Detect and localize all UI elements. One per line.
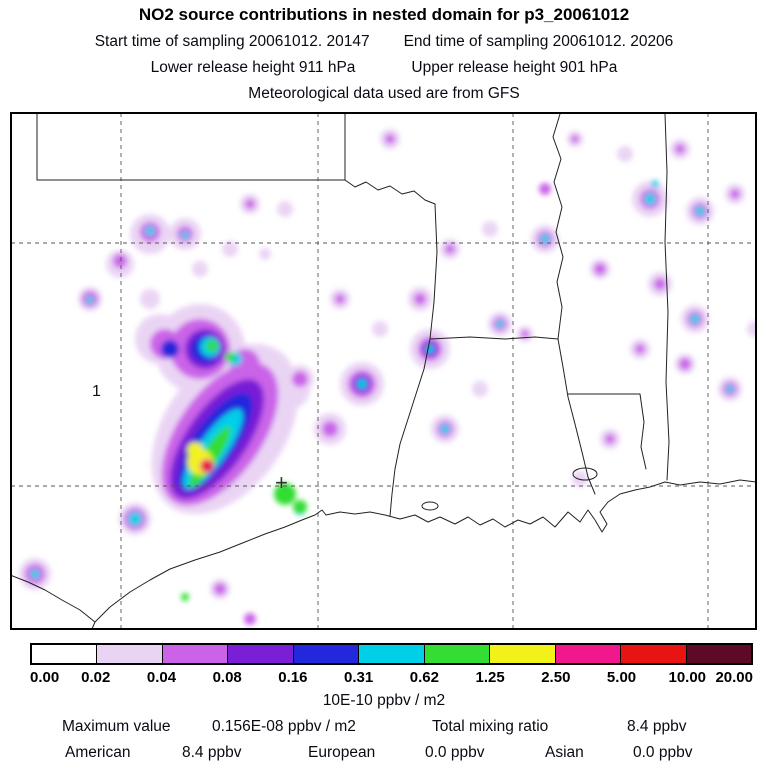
colorbar-segment [161, 645, 228, 663]
colorbar-tick-label: 0.16 [278, 669, 308, 686]
colorbar-segment [96, 645, 162, 663]
region-european-label: European [308, 744, 376, 761]
colorbar-tick-label: 0.02 [81, 669, 111, 686]
state-borders [9, 113, 757, 630]
colorbar-tick-label: 0.00 [30, 669, 60, 686]
colorbar [30, 643, 753, 665]
stats-line: Maximum value 0.156E-08 ppbv / m2 Total … [0, 718, 768, 738]
upper-release-text: Upper release height 901 hPa [411, 59, 618, 76]
colorbar-segment [489, 645, 555, 663]
release-heights-line: Lower release height 911 hPa Upper releas… [0, 59, 768, 77]
colorbar-segment [32, 645, 97, 663]
region-asian-label: Asian [545, 744, 584, 761]
colorbar-unit-label: 10E-10 ppbv / m2 [322, 692, 446, 709]
field-blobs [19, 129, 756, 625]
map-frame [10, 112, 757, 630]
colorbar-segment [685, 645, 751, 663]
maximum-value: 0.156E-08 ppbv / m2 [212, 718, 356, 735]
colorbar-tick-label: 20.00 [715, 669, 753, 686]
region-asian-value: 0.0 ppbv [633, 744, 693, 761]
colorbar-tick-label: 0.62 [409, 669, 439, 686]
page-title: NO2 source contributions in nested domai… [138, 5, 630, 24]
map-plot: 1 + [9, 112, 757, 630]
region-contributions-line: American 8.4 ppbv European 0.0 ppbv Asia… [0, 744, 768, 764]
cross-marker: + [275, 470, 288, 495]
colorbar-tick-label: 5.00 [606, 669, 637, 686]
lat-lon-gridlines [11, 113, 756, 629]
colorbar-segment [227, 645, 293, 663]
colorbar-tick-label: 2.50 [541, 669, 571, 686]
map-panel: 1 + [9, 112, 757, 630]
colorbar-segment [620, 645, 686, 663]
colorbar-tick-label: 0.04 [146, 669, 177, 686]
release-point-marker: 1 [92, 383, 101, 400]
meteorology-line: Meteorological data used are from GFS [248, 85, 520, 102]
sampling-times-line: Start time of sampling 20061012. 20147 En… [0, 33, 768, 51]
colorbar-segment [554, 645, 621, 663]
colorbar-ticks: 0.00 0.02 0.04 0.08 0.16 0.31 0.62 1.25 2.50 5.00… [30, 669, 753, 687]
colorbar-segment [423, 645, 490, 663]
colorbar-segment [292, 645, 359, 663]
total-mixing-ratio-label: Total mixing ratio [432, 718, 549, 735]
colorbar-segments [32, 645, 751, 663]
maximum-value-label: Maximum value [62, 718, 171, 735]
total-mixing-ratio-value: 8.4 ppbv [627, 718, 687, 735]
colorbar-tick-label: 1.25 [475, 669, 505, 686]
region-american-value: 8.4 ppbv [182, 744, 242, 761]
region-american-label: American [65, 744, 131, 761]
colorbar-tick-label: 0.31 [344, 669, 374, 686]
end-time-text: End time of sampling 20061012. 20206 [403, 33, 674, 50]
colorbar-tick-label: 0.08 [212, 669, 242, 686]
colorbar-segment [358, 645, 424, 663]
start-time-text: Start time of sampling 20061012. 20147 [94, 33, 370, 50]
region-european-value: 0.0 ppbv [425, 744, 485, 761]
colorbar-tick-label: 10.00 [668, 669, 707, 686]
lower-release-text: Lower release height 911 hPa [150, 59, 356, 76]
